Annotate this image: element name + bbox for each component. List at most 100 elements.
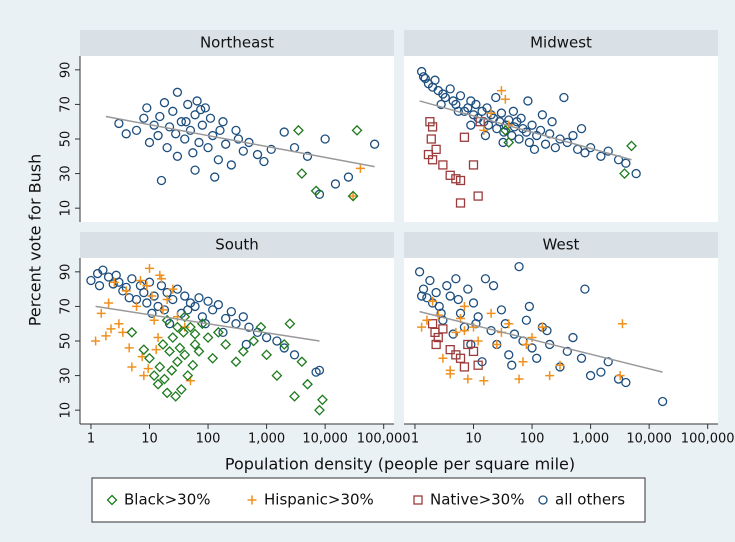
point xyxy=(529,144,540,155)
fit-line xyxy=(419,100,632,161)
point xyxy=(514,134,524,144)
y-tick-label: 70 xyxy=(59,298,74,315)
point xyxy=(500,94,510,104)
point xyxy=(430,75,440,85)
point xyxy=(463,284,473,294)
point xyxy=(144,137,155,148)
point xyxy=(459,301,469,311)
point xyxy=(351,124,363,136)
point xyxy=(486,308,496,318)
point xyxy=(221,313,231,324)
point xyxy=(152,378,164,390)
point xyxy=(142,281,152,291)
point xyxy=(296,356,308,368)
point xyxy=(355,163,365,173)
y-tick-label: 30 xyxy=(59,165,74,182)
point xyxy=(499,124,511,136)
point xyxy=(418,284,429,294)
point xyxy=(208,305,218,315)
point xyxy=(259,156,269,167)
point xyxy=(302,378,313,390)
point xyxy=(431,339,441,350)
point xyxy=(514,374,524,384)
y-tick-label: 30 xyxy=(59,367,74,384)
point xyxy=(166,364,178,376)
point xyxy=(190,110,200,120)
x-tick-label: 1 xyxy=(411,432,419,447)
point xyxy=(192,96,202,106)
point xyxy=(183,305,193,315)
point xyxy=(416,291,427,301)
point xyxy=(496,305,507,315)
legend-marker xyxy=(106,494,118,506)
point xyxy=(261,349,273,361)
point xyxy=(438,160,448,170)
point xyxy=(194,293,204,303)
point xyxy=(473,191,483,201)
point xyxy=(104,298,114,308)
point xyxy=(159,98,170,108)
point xyxy=(431,287,441,298)
point xyxy=(451,274,461,284)
point xyxy=(230,356,242,368)
point xyxy=(518,357,528,367)
point xyxy=(482,103,492,113)
point xyxy=(479,376,489,386)
point xyxy=(175,383,187,395)
point xyxy=(98,265,108,275)
point xyxy=(417,322,427,332)
point xyxy=(96,308,106,318)
point xyxy=(289,350,300,360)
point xyxy=(585,370,596,381)
x-tick-label: 1 xyxy=(87,432,95,447)
point xyxy=(266,144,276,155)
point xyxy=(220,339,232,350)
point xyxy=(550,142,560,153)
point xyxy=(203,296,213,306)
point xyxy=(451,327,461,337)
point xyxy=(156,175,167,186)
point xyxy=(210,172,220,182)
point xyxy=(617,319,627,329)
point xyxy=(527,343,537,353)
point xyxy=(453,294,463,305)
point xyxy=(167,332,179,343)
point xyxy=(448,329,458,339)
point xyxy=(516,113,526,123)
point xyxy=(111,270,121,280)
point xyxy=(521,315,532,325)
point xyxy=(190,165,200,175)
point xyxy=(438,324,448,334)
point xyxy=(428,296,438,306)
point xyxy=(172,356,183,368)
point xyxy=(468,298,479,308)
point xyxy=(114,319,124,329)
point xyxy=(568,130,578,141)
point xyxy=(124,343,134,353)
point xyxy=(181,117,191,127)
point xyxy=(473,360,483,370)
point xyxy=(127,362,137,372)
point xyxy=(237,345,249,357)
y-axis-title: Percent vote for Bush xyxy=(26,154,45,326)
point xyxy=(147,291,157,301)
point xyxy=(445,369,455,379)
point xyxy=(540,139,551,149)
point xyxy=(615,371,625,381)
point xyxy=(162,142,172,153)
point xyxy=(151,345,161,355)
point xyxy=(202,332,214,343)
point xyxy=(145,263,155,273)
point xyxy=(438,353,448,363)
point xyxy=(172,151,183,161)
fit-line xyxy=(95,305,320,342)
point xyxy=(459,132,470,142)
point xyxy=(137,352,147,362)
y-tick-label: 50 xyxy=(59,333,74,350)
legend-marker xyxy=(413,495,423,505)
point xyxy=(121,129,131,139)
legend-label: Native>30% xyxy=(430,491,524,509)
point xyxy=(190,301,200,312)
point xyxy=(314,365,325,376)
point xyxy=(498,137,508,148)
